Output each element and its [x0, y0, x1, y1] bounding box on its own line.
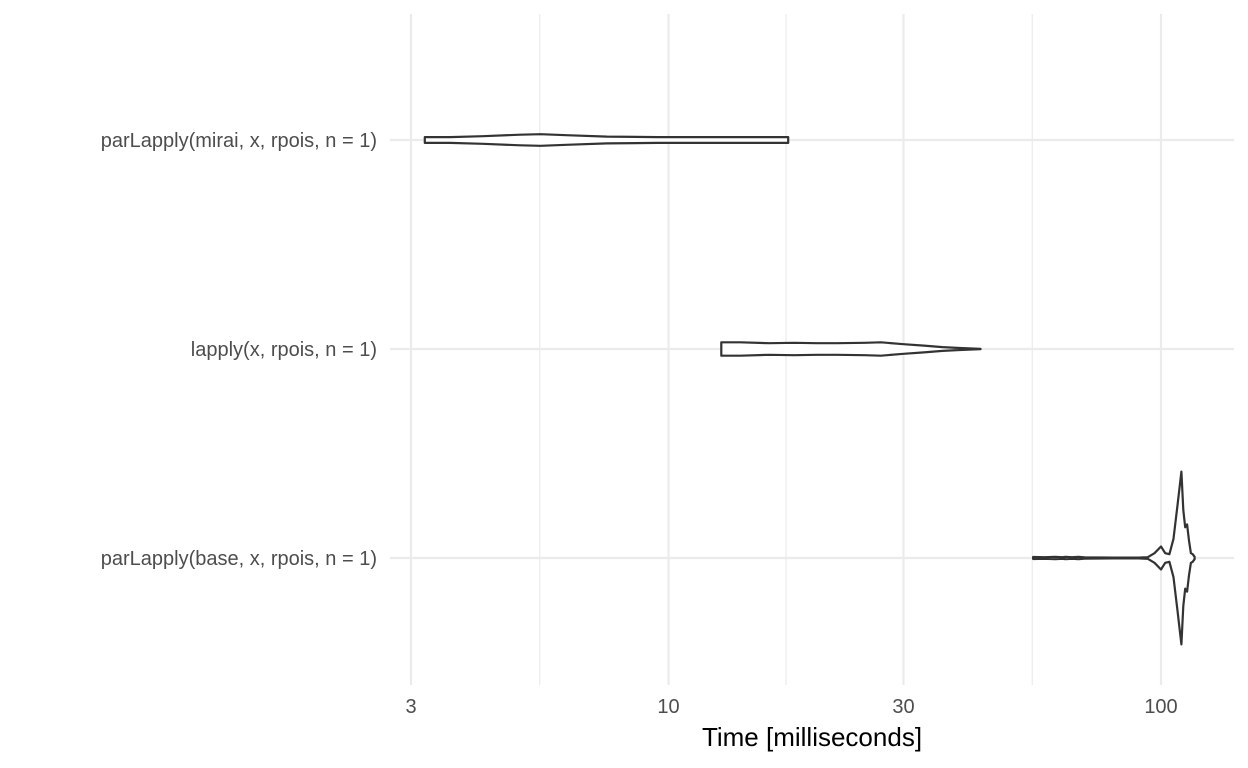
y-axis-labels: parLapply(base, x, rpois, n = 1) lapply(x…	[101, 130, 377, 570]
x-tick-label: 100	[1144, 696, 1177, 718]
violin-shape	[423, 133, 790, 147]
y-tick-label: parLapply(base, x, rpois, n = 1)	[101, 548, 377, 570]
x-tick-label: 3	[405, 696, 416, 718]
y-tick-label: lapply(x, rpois, n = 1)	[191, 339, 377, 361]
y-tick-label: parLapply(mirai, x, rpois, n = 1)	[101, 130, 377, 152]
violin-shape	[720, 341, 982, 357]
violins	[423, 133, 1196, 646]
x-tick-label: 10	[657, 696, 679, 718]
x-axis-labels: 3 10 30 100	[405, 696, 1177, 718]
violin-shape	[1032, 470, 1196, 646]
x-tick-label: 30	[892, 696, 914, 718]
x-axis-title: Time [milliseconds]	[702, 722, 922, 752]
